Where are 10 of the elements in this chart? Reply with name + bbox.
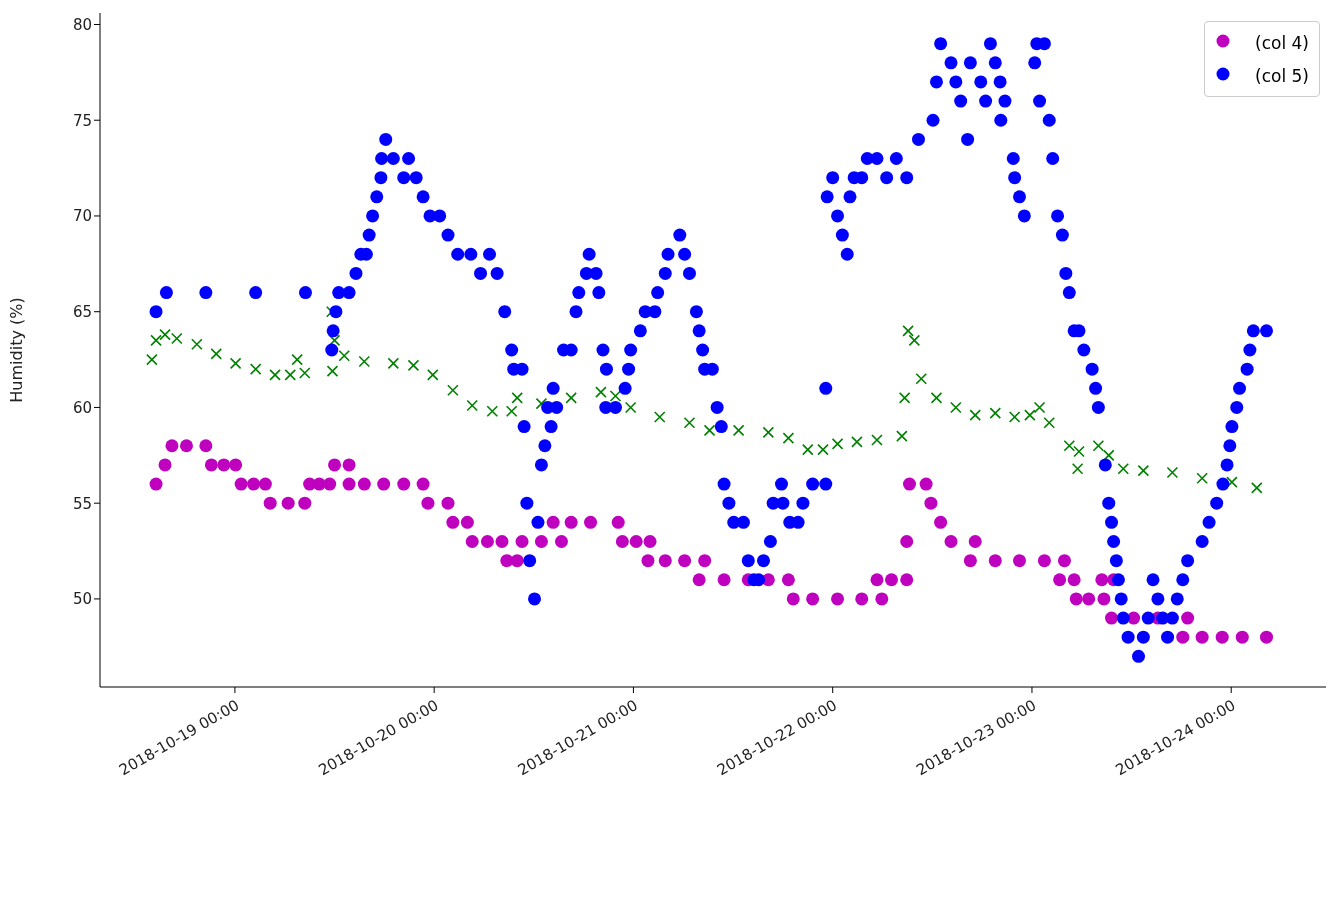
y-tick-label: 60 <box>72 398 92 417</box>
y-tick-label: 70 <box>72 207 92 226</box>
y-tick-label: 55 <box>72 494 92 513</box>
y-tick-label: 80 <box>72 15 92 34</box>
y-axis-title: Humidity (%) <box>6 297 26 403</box>
legend-label: (col 5) <box>1255 65 1309 86</box>
y-tick-label: 65 <box>72 303 92 322</box>
y-tick-label: 75 <box>72 111 92 130</box>
legend-label: (col 4) <box>1255 32 1309 53</box>
y-tick-label: 50 <box>72 590 92 609</box>
